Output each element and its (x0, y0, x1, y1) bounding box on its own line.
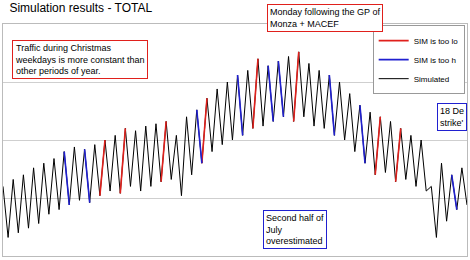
svg-text:Monday following the GP ofMonz: Monday following the GP ofMonza + MACEF (270, 7, 380, 29)
svg-text:SIM is too h: SIM is too h (414, 56, 456, 65)
svg-text:Second half ofJulyoverestimate: Second half ofJulyoverestimated (266, 213, 324, 246)
svg-text:Simulated: Simulated (414, 75, 450, 84)
svg-text:SIM is too lo: SIM is too lo (414, 37, 459, 46)
svg-text:Traffic during Christmasweekda: Traffic during Christmasweekdays is more… (15, 43, 145, 76)
svg-text:18 Destrike': 18 Destrike' (440, 106, 464, 128)
svg-text:Simulation results - TOTAL: Simulation results - TOTAL (9, 1, 152, 15)
